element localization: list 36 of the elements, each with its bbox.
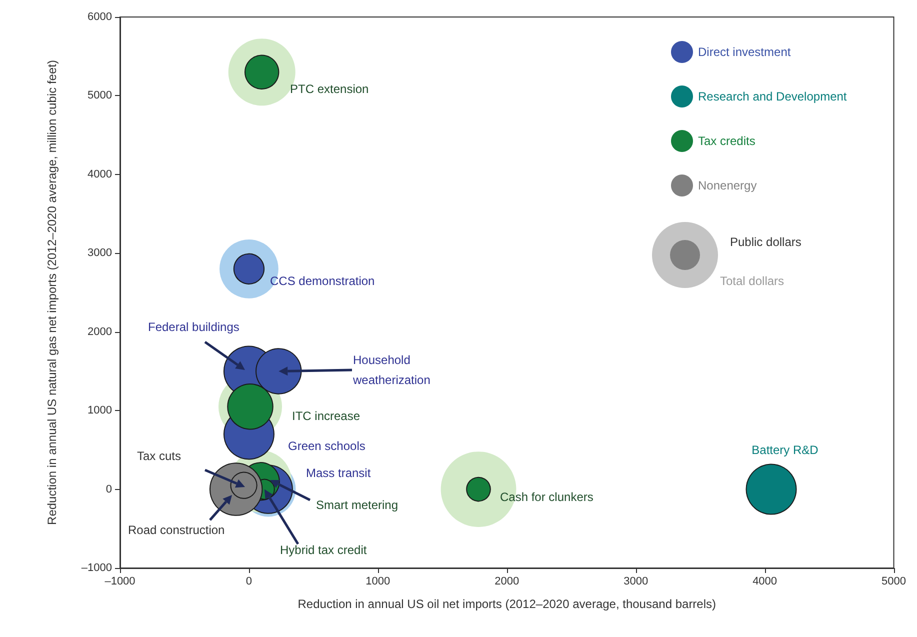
x-axis-title: Reduction in annual US oil net imports (2012–2020 average, thousand barrels) [298, 597, 716, 611]
annotation: Mass transit [306, 466, 372, 480]
annotation: Tax cuts [137, 449, 182, 463]
annotation: Household weatherization [352, 353, 430, 387]
y-axis-title: Reduction in annual US natural gas net imports (2012–2020 average, million cubic feet) [45, 60, 59, 525]
y-tick-label: 3000 [88, 247, 112, 260]
annotation: Total dollars [720, 274, 784, 288]
y-tick-label: –1000 [81, 562, 112, 574]
y-tick-label: 4000 [88, 168, 112, 180]
annotation: CCS demonstration [270, 274, 375, 288]
y-tick-label: 0 [106, 483, 112, 496]
annotation: Cash for clunkers [500, 490, 594, 504]
x-tick-label: 5000 [882, 576, 906, 588]
legend-label: Research and Development [698, 90, 848, 104]
x-tick-label: 0 [246, 576, 252, 588]
annotation: Public dollars [730, 235, 802, 249]
x-tick-label: 1000 [366, 576, 390, 588]
annotation: Battery R&D [752, 443, 819, 457]
annotation: ITC increase [292, 409, 360, 423]
legend-label: Direct investment [698, 45, 792, 59]
annotation: Hybrid tax credit [280, 543, 368, 557]
y-tick-label: 2000 [88, 326, 112, 338]
annotation: Smart metering [316, 498, 398, 512]
annotation: PTC extension [290, 82, 369, 96]
x-tick-label: 2000 [494, 576, 520, 588]
y-tick-label: 1000 [88, 404, 112, 417]
annotation: Green schools [288, 439, 366, 453]
annotation: Federal buildings [148, 320, 240, 334]
y-tick-label: 5000 [88, 90, 112, 102]
x-tick-label: –1000 [104, 576, 136, 588]
legend-label: Nonenergy [698, 178, 757, 192]
x-tick-label: 4000 [752, 576, 778, 588]
x-tick-label: 3000 [624, 576, 648, 588]
legend-label: Tax credits [698, 134, 756, 148]
annotation: Road construction [128, 523, 225, 537]
y-tick-label: 6000 [88, 11, 112, 23]
